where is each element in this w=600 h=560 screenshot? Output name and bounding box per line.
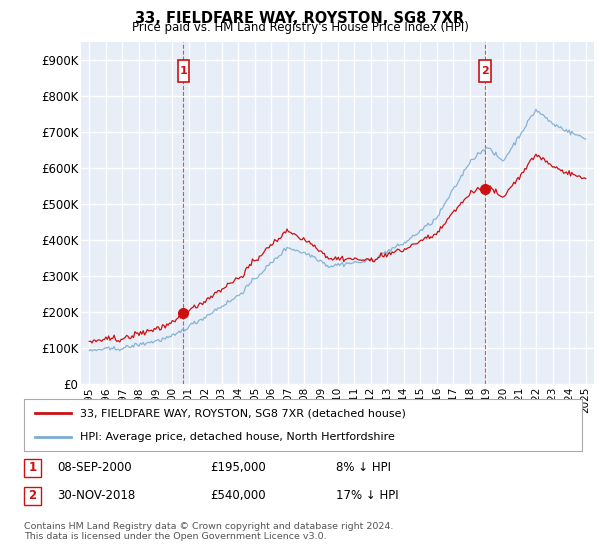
- Text: 17% ↓ HPI: 17% ↓ HPI: [336, 489, 398, 502]
- Text: 30-NOV-2018: 30-NOV-2018: [57, 489, 135, 502]
- Text: Price paid vs. HM Land Registry's House Price Index (HPI): Price paid vs. HM Land Registry's House …: [131, 21, 469, 34]
- Text: 2: 2: [481, 66, 489, 76]
- Text: 8% ↓ HPI: 8% ↓ HPI: [336, 461, 391, 474]
- Text: 08-SEP-2000: 08-SEP-2000: [57, 461, 131, 474]
- FancyBboxPatch shape: [178, 60, 189, 82]
- Text: 33, FIELDFARE WAY, ROYSTON, SG8 7XR: 33, FIELDFARE WAY, ROYSTON, SG8 7XR: [136, 11, 464, 26]
- Text: £540,000: £540,000: [210, 489, 266, 502]
- FancyBboxPatch shape: [479, 60, 491, 82]
- Text: 1: 1: [179, 66, 187, 76]
- Text: Contains HM Land Registry data © Crown copyright and database right 2024.
This d: Contains HM Land Registry data © Crown c…: [24, 522, 394, 542]
- Text: 33, FIELDFARE WAY, ROYSTON, SG8 7XR (detached house): 33, FIELDFARE WAY, ROYSTON, SG8 7XR (det…: [80, 408, 406, 418]
- Text: 2: 2: [28, 489, 37, 502]
- Text: HPI: Average price, detached house, North Hertfordshire: HPI: Average price, detached house, Nort…: [80, 432, 395, 442]
- Text: £195,000: £195,000: [210, 461, 266, 474]
- Text: 1: 1: [28, 461, 37, 474]
